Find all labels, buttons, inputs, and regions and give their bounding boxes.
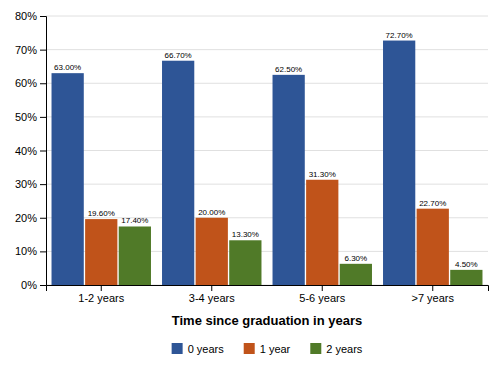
legend-label: 1 year (260, 343, 291, 355)
legend-swatch (310, 343, 321, 354)
bars (52, 41, 483, 285)
bar (85, 219, 117, 285)
bar (340, 264, 372, 285)
y-tick: 80% (15, 10, 46, 22)
y-tick: 70% (15, 44, 46, 56)
legend-item: 1 year (244, 343, 291, 355)
x-tick: 5-6 years (299, 285, 345, 304)
data-label: 72.70% (386, 31, 413, 40)
x-axis-title: Time since graduation in years (172, 313, 363, 328)
y-axis-line (40, 17, 47, 286)
x-tick-mark (432, 285, 433, 291)
y-tick: 40% (15, 145, 46, 157)
bar (450, 270, 482, 285)
x-tick-mark (101, 285, 102, 291)
legend-item: 2 years (310, 343, 363, 355)
data-label: 19.60% (88, 209, 115, 218)
x-tick: 1-2 years (78, 285, 124, 304)
x-axis: 1-2 years 3-4 years 5-6 years >7 years (47, 285, 489, 304)
y-tick-label: 70% (15, 44, 37, 56)
y-tick-mark (40, 218, 46, 219)
bar (306, 180, 338, 285)
grid-line (46, 49, 488, 50)
data-label: 63.00% (54, 63, 81, 72)
y-tick-label: 30% (15, 178, 37, 190)
y-tick-label: 20% (15, 212, 37, 224)
y-tick: 10% (15, 245, 46, 257)
x-tick-label: 1-2 years (78, 292, 124, 304)
grid-line (46, 16, 488, 17)
legend-swatch (244, 343, 255, 354)
legend-label: 0 years (188, 343, 225, 355)
y-tick-mark (40, 251, 46, 252)
grid-line (46, 150, 488, 151)
y-tick: 60% (15, 77, 46, 89)
x-tick-mark (322, 285, 323, 291)
data-label: 4.50% (455, 260, 478, 269)
data-labels: 63.00% 66.70% 62.50% 72.70% 19.60% 20.00% 31.3… (54, 31, 478, 269)
y-tick-mark (40, 151, 46, 152)
y-tick-mark (40, 16, 46, 17)
y-tick: 50% (15, 111, 46, 123)
x-tick-label: 3-4 years (189, 292, 235, 304)
y-tick-mark (40, 184, 46, 185)
legend-label: 2 years (326, 343, 363, 355)
bar (229, 240, 261, 285)
y-tick: 0% (21, 279, 46, 291)
y-tick-label: 60% (15, 77, 37, 89)
y-tick-mark (40, 285, 46, 286)
data-label: 66.70% (165, 51, 192, 60)
y-axis: 0% 10% 20% 30% 40% 50% 60% 70% 80% (15, 10, 47, 291)
x-tick-mark (211, 285, 212, 291)
chart-container: 63.00% 66.70% 62.50% 72.70% 19.60% 20.00% 31.3… (0, 0, 500, 365)
data-label: 62.50% (275, 65, 302, 74)
grid-line (46, 184, 488, 185)
y-tick-label: 40% (15, 145, 37, 157)
grid-line (46, 116, 488, 117)
x-axis-line (47, 286, 489, 292)
bar (162, 61, 194, 285)
chart: 63.00% 66.70% 62.50% 72.70% 19.60% 20.00% 31.3… (0, 0, 500, 365)
y-tick-label: 80% (15, 10, 37, 22)
y-tick-mark (40, 50, 46, 51)
data-label: 17.40% (121, 216, 148, 225)
data-label: 13.30% (232, 230, 259, 239)
bar-series (119, 226, 483, 285)
data-label: 31.30% (309, 170, 336, 179)
y-tick-label: 0% (21, 279, 37, 291)
bar (119, 226, 151, 285)
bar (52, 73, 84, 285)
bar (383, 41, 415, 285)
y-tick: 30% (15, 178, 46, 190)
x-tick-label: >7 years (412, 292, 455, 304)
y-tick-mark (40, 117, 46, 118)
data-label: 22.70% (419, 199, 446, 208)
legend-swatch (172, 343, 183, 354)
data-label: 6.30% (345, 254, 368, 263)
legend: 0 years 1 year 2 years (172, 343, 363, 355)
y-tick-label: 50% (15, 111, 37, 123)
x-tick-label: 5-6 years (299, 292, 345, 304)
y-tick-mark (40, 83, 46, 84)
x-tick: >7 years (412, 285, 455, 304)
grid (46, 16, 488, 285)
bar (273, 75, 305, 285)
legend-item: 0 years (172, 343, 225, 355)
bar (196, 218, 228, 285)
bar (417, 209, 449, 285)
grid-line (46, 83, 488, 84)
y-tick-label: 10% (15, 245, 37, 257)
bar-series (52, 41, 416, 285)
bar-series (85, 180, 449, 285)
x-tick: 3-4 years (189, 285, 235, 304)
y-tick: 20% (15, 212, 46, 224)
data-label: 20.00% (198, 208, 225, 217)
